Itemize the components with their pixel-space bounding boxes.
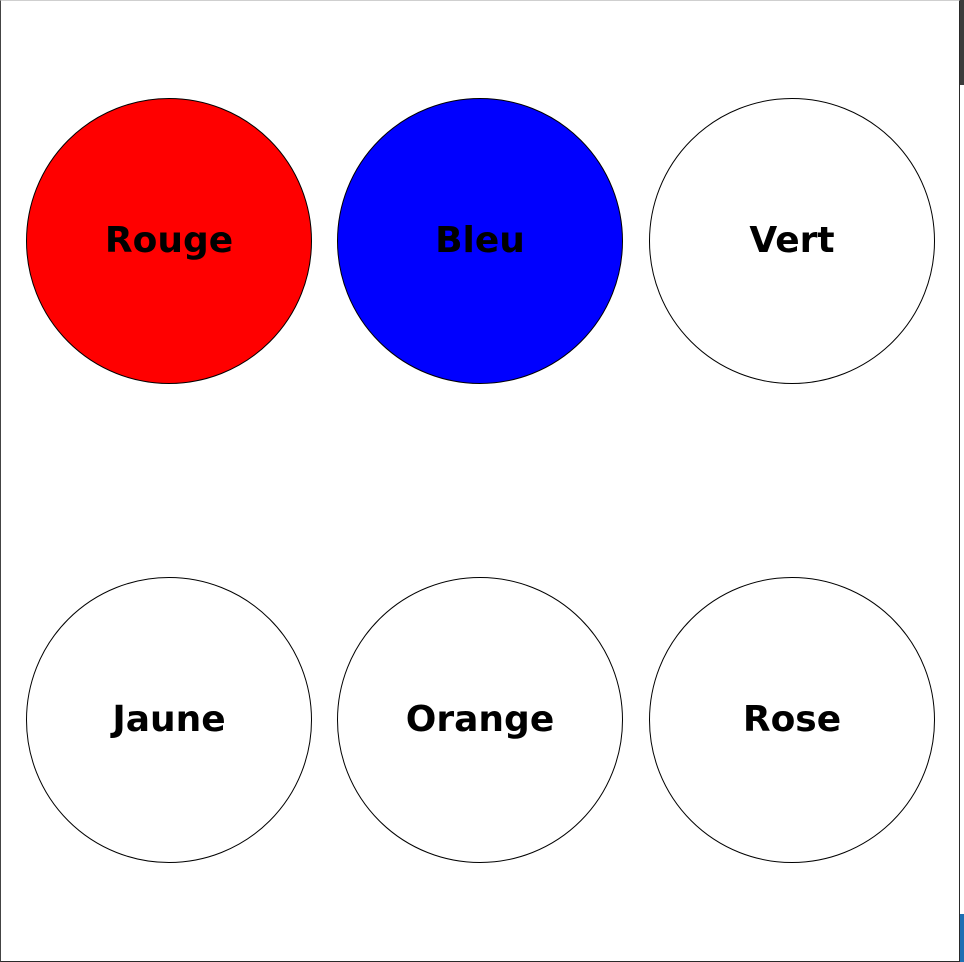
window-edge-strip xyxy=(960,0,964,962)
circle-label: Bleu xyxy=(435,220,525,261)
edge-dark-segment xyxy=(960,0,964,85)
edge-accent-segment xyxy=(960,914,964,962)
circle-label: Jaune xyxy=(112,699,226,740)
circle-label: Rouge xyxy=(104,220,234,261)
color-circle-jaune[interactable]: Jaune xyxy=(26,577,312,863)
circle-label: Rose xyxy=(742,699,842,740)
color-circle-vert[interactable]: Vert xyxy=(649,98,935,384)
color-circle-orange[interactable]: Orange xyxy=(337,577,623,863)
circle-label: Vert xyxy=(749,220,835,261)
color-circle-bleu[interactable]: Bleu xyxy=(337,98,623,384)
circle-label: Orange xyxy=(405,699,555,740)
color-circle-rose[interactable]: Rose xyxy=(649,577,935,863)
color-circle-rouge[interactable]: Rouge xyxy=(26,98,312,384)
